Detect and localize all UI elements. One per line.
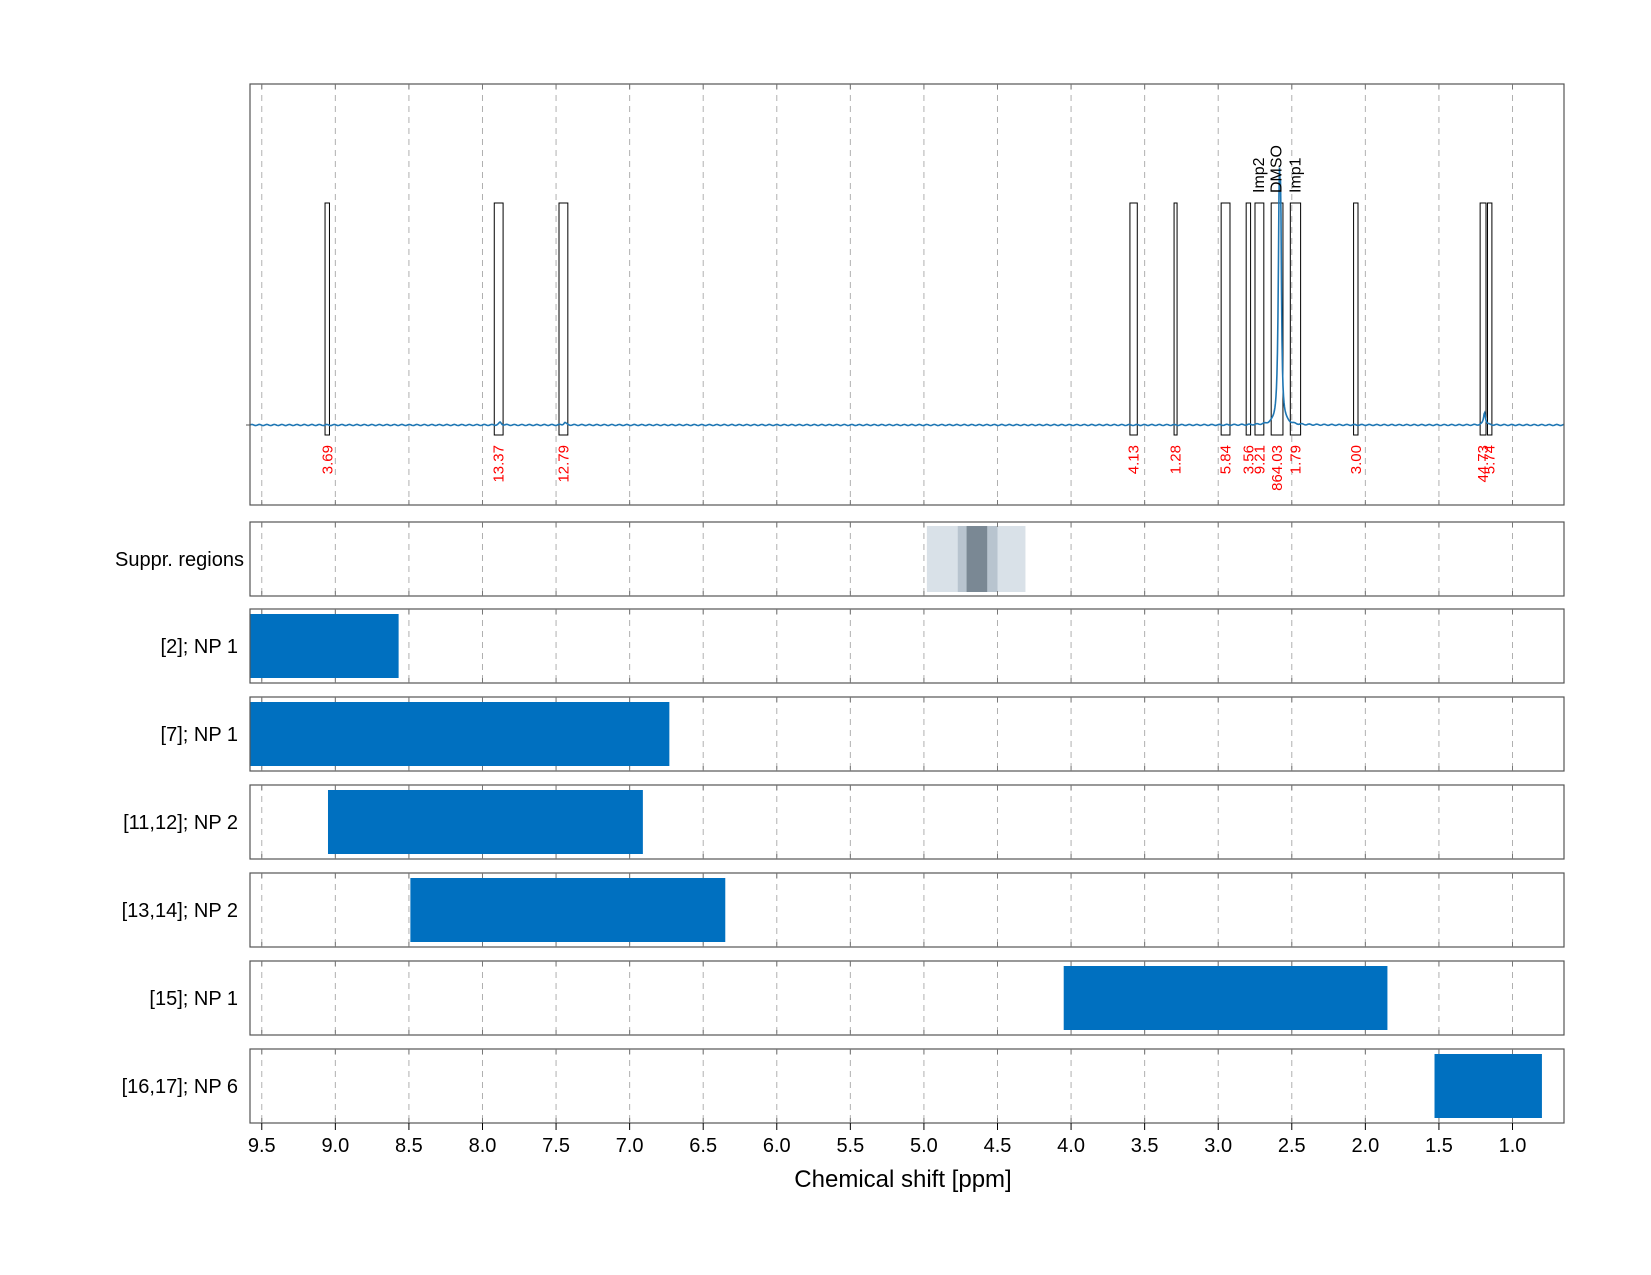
integral-label: 864.03 bbox=[1269, 445, 1286, 491]
x-tick-label: 8.5 bbox=[395, 1135, 423, 1157]
x-tick-label: 4.5 bbox=[984, 1135, 1012, 1157]
integration-box bbox=[1245, 202, 1252, 436]
integral-label: 4.13 bbox=[1126, 445, 1143, 474]
x-tick-label: 6.5 bbox=[689, 1135, 717, 1157]
integration-box bbox=[1353, 202, 1359, 436]
range-row-frame bbox=[249, 1048, 1565, 1124]
range-row-label: [7]; NP 1 bbox=[161, 724, 238, 746]
range-row-frame bbox=[249, 960, 1565, 1036]
range-row-frame bbox=[249, 872, 1565, 948]
integral-label: 5.84 bbox=[1218, 445, 1235, 474]
integration-box bbox=[1254, 202, 1265, 436]
range-row-label: [11,12]; NP 2 bbox=[123, 812, 238, 834]
suppression-region bbox=[966, 526, 988, 592]
range-row-bg bbox=[250, 1049, 1564, 1123]
integral-label: 12.79 bbox=[555, 445, 572, 483]
range-row-ticks bbox=[261, 609, 1513, 683]
range-row-ticks bbox=[261, 785, 1513, 859]
x-tick-label: 4.0 bbox=[1057, 1135, 1085, 1157]
range-row-bg bbox=[250, 609, 1564, 683]
range-row-label: [2]; NP 1 bbox=[161, 636, 238, 658]
integration-box bbox=[1486, 202, 1493, 436]
integration-box bbox=[1289, 202, 1302, 436]
suppr-row-label: Suppr. regions bbox=[115, 549, 244, 571]
suppr-grid bbox=[261, 522, 1513, 596]
range-row-grid bbox=[261, 1049, 1513, 1123]
integral-label: 3.69 bbox=[319, 445, 336, 474]
range-row-ticks bbox=[261, 1049, 1513, 1123]
x-tick-label: 5.5 bbox=[836, 1135, 864, 1157]
x-tick-label: 2.5 bbox=[1278, 1135, 1306, 1157]
x-tick-label: 3.0 bbox=[1204, 1135, 1232, 1157]
integral-label: 1.79 bbox=[1287, 445, 1304, 474]
range-bar bbox=[250, 702, 670, 766]
x-tick-label: 2.0 bbox=[1351, 1135, 1379, 1157]
x-axis-label: Chemical shift [ppm] bbox=[794, 1166, 1011, 1193]
integral-labels: 3.69 13.37 12.79 4.13 1.28 5.84 3.569.21 864.03… bbox=[319, 445, 1498, 491]
integration-box bbox=[1270, 202, 1284, 436]
x-tick-label: 3.5 bbox=[1131, 1135, 1159, 1157]
integration-regions bbox=[324, 202, 1493, 436]
range-row-frame bbox=[249, 784, 1565, 860]
suppr-panel-bg bbox=[250, 522, 1564, 596]
range-row-ticks bbox=[261, 697, 1513, 771]
integral-label: 13.37 bbox=[491, 445, 508, 483]
integral-label: 3.00 bbox=[1348, 445, 1365, 474]
peak-annotation: DMSO bbox=[1269, 145, 1286, 193]
range-bar bbox=[327, 790, 643, 854]
x-tick-label: 1.5 bbox=[1425, 1135, 1453, 1157]
integration-box bbox=[1129, 202, 1138, 436]
range-bar bbox=[250, 614, 399, 678]
range-row-label: [15]; NP 1 bbox=[149, 988, 238, 1010]
range-row-frame bbox=[249, 696, 1565, 772]
spectrum-frame bbox=[249, 83, 1565, 506]
range-row-ticks bbox=[261, 873, 1513, 947]
integral-label: 3.56 bbox=[1240, 445, 1257, 474]
suppr-ticks bbox=[261, 522, 1513, 596]
x-tick-label: 7.5 bbox=[542, 1135, 570, 1157]
x-tick-label: 9.5 bbox=[248, 1135, 276, 1157]
spectrum-grid bbox=[261, 84, 1513, 505]
spectrum-panel-bg bbox=[250, 84, 1564, 505]
x-tick-label: 7.0 bbox=[616, 1135, 644, 1157]
range-bar bbox=[1434, 1054, 1542, 1118]
x-axis: 9.5 9.0 8.5 8.0 7.5 7.0 6.5 6.0 5.5 5.0 4.5 4.0 3.5 3… bbox=[248, 1123, 1527, 1157]
x-tick-label: 1.0 bbox=[1499, 1135, 1527, 1157]
integration-box bbox=[1220, 202, 1231, 436]
integration-box bbox=[493, 202, 504, 436]
integral-label: 9.21 bbox=[1251, 445, 1268, 474]
suppr-frame bbox=[249, 521, 1565, 597]
x-tick-label: 6.0 bbox=[763, 1135, 791, 1157]
integral-label: 44.73 bbox=[1475, 445, 1492, 483]
range-row-label: [13,14]; NP 2 bbox=[122, 900, 238, 922]
integration-box bbox=[1479, 202, 1487, 436]
range-row-ticks bbox=[261, 961, 1513, 1035]
integral-label: 1.28 bbox=[1168, 445, 1185, 474]
peak-annotations: Imp2 DMSO Imp1 bbox=[1251, 145, 1305, 193]
integration-box bbox=[558, 202, 569, 436]
peak-annotation: Imp1 bbox=[1288, 157, 1305, 193]
peak-annotation: Imp2 bbox=[1251, 157, 1268, 193]
integration-box bbox=[1173, 202, 1178, 436]
spectrum-ticks bbox=[261, 84, 1513, 505]
x-tick-label: 5.0 bbox=[910, 1135, 938, 1157]
range-bar bbox=[410, 878, 726, 942]
range-row-label: [16,17]; NP 6 bbox=[122, 1076, 238, 1098]
integral-label: 5.74 bbox=[1482, 445, 1499, 474]
integration-box bbox=[324, 202, 330, 436]
spectrum-trace bbox=[249, 167, 1565, 427]
range-bar bbox=[1063, 966, 1388, 1030]
x-tick-label: 8.0 bbox=[469, 1135, 497, 1157]
range-row-frame bbox=[249, 608, 1565, 684]
x-tick-label: 9.0 bbox=[321, 1135, 349, 1157]
